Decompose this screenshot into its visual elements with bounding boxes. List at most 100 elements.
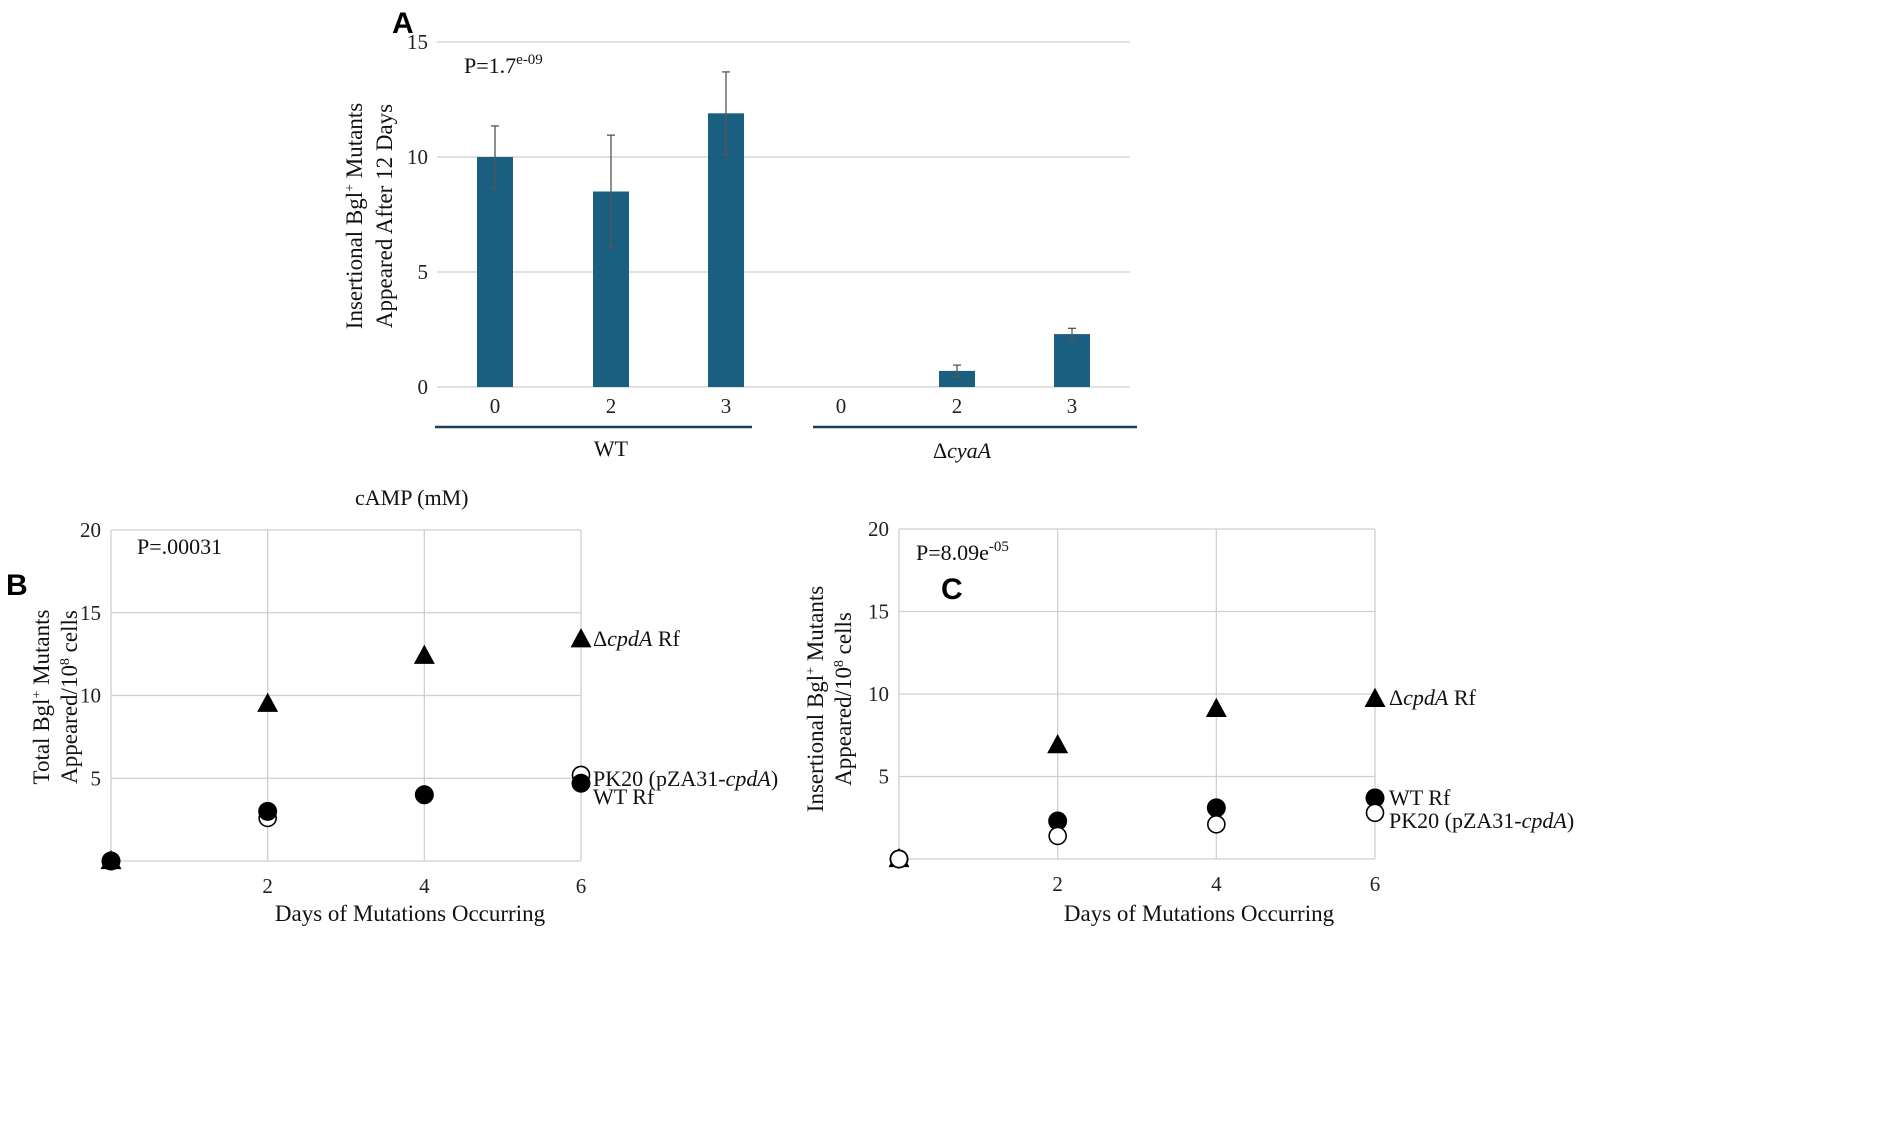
panel-b-letter: B [6, 569, 28, 602]
a-ylabel-sup: + [343, 184, 358, 192]
series-label-text: WT Rf [1389, 785, 1451, 810]
a-category-label: 2 [606, 394, 617, 418]
a-category-label: 3 [1067, 394, 1078, 418]
triangle-marker [570, 628, 592, 648]
y-axis-title-line2-text: Appeared/10 [57, 665, 82, 784]
x-tick-label: 2 [262, 874, 273, 898]
series-label-text: Δ [593, 626, 607, 651]
panel-c: C 5 10 15 20 2 4 6 Days of Mutations Occurring I… [803, 517, 1574, 926]
open-circle-marker [1365, 803, 1385, 823]
filled-circle-marker [414, 785, 434, 805]
y-tick-label: 10 [80, 684, 101, 708]
series-label: WT Rf [1389, 785, 1451, 810]
a-bar-wt-0 [477, 157, 513, 387]
y-axis-title-line2-rest: cells [831, 612, 856, 660]
a-bar-cyaa-3 [1054, 334, 1090, 387]
open-circle-marker [1207, 815, 1226, 834]
series-label-text: WT Rf [593, 784, 655, 809]
a-ylabel-line2-group: Appeared After 12 Days [372, 104, 397, 328]
y-axis-title-line1: Total Bgl+ Mutants [29, 609, 54, 784]
series-label-suffix: ) [1567, 808, 1574, 833]
filled-circle-marker [258, 801, 278, 821]
a-ylabel-line1: Insertional Bgl+ Mutants [342, 103, 367, 329]
y-axis-title-line2: Appeared/108 cells [831, 612, 856, 786]
filled-circle-marker [1365, 788, 1385, 808]
a-group-label-wt: WT [594, 436, 629, 461]
y-tick-label: 15 [80, 601, 101, 625]
series-label-suffix: Rf [652, 626, 680, 651]
triangle-marker [1047, 733, 1069, 754]
y-axis-title-line2-sup: 8 [832, 660, 847, 667]
filled-circle-marker [1206, 798, 1226, 818]
series-label-gene: cpdA [1403, 685, 1449, 710]
a-ylabel-line1-group: Insertional Bgl+ Mutants [342, 103, 367, 329]
y-axis-title-line2-text: Appeared/10 [831, 667, 856, 786]
p-value-base: P=.00031 [137, 534, 222, 559]
series-label-gene: cpdA [607, 626, 653, 651]
a-p-value: P=1.7e-09 [464, 52, 543, 78]
y-axis-title-sup: + [30, 691, 45, 699]
series-label-text: PK20 (pZA31- [593, 766, 726, 791]
a-ylabel-line2: Appeared After 12 Days [372, 104, 397, 328]
y-axis-title-line1-group: Total Bgl+ Mutants [29, 609, 54, 784]
open-circle-marker [1048, 826, 1067, 846]
y-tick-label: 5 [879, 765, 890, 789]
a-bar-cyaa-2 [939, 370, 975, 387]
y-ticks: 5 10 15 20 [868, 517, 889, 789]
a-p-value-base: P=1.7 [464, 53, 516, 78]
y-axis-title-line1-group: Insertional Bgl+ Mutants [803, 586, 828, 812]
a-ytick-label: 0 [418, 375, 429, 399]
a-category-label: 0 [836, 394, 847, 418]
x-ticks: 2 4 6 [1052, 872, 1380, 896]
series-label-text: Δ [1389, 685, 1403, 710]
y-axis-title-text-rest: Mutants [29, 609, 54, 690]
a-ytick-label: 5 [418, 260, 429, 284]
y-axis-title-line2-sup: 8 [58, 658, 73, 665]
y-axis-title-line2-rest: cells [57, 610, 82, 658]
x-tick-label: 2 [1052, 872, 1063, 896]
panel-b: B 5 10 15 20 2 4 6 Days of Mutations Occurring T… [6, 518, 778, 926]
panel-a: A 0 5 10 15 0 2 3 0 2 3 WT ΔcyaA cAMP (mM) P=1.7e… [342, 7, 1137, 510]
a-bar-wt-3 [708, 113, 744, 388]
a-ylabel-text: Insertional Bgl [342, 192, 367, 329]
y-tick-label: 10 [868, 682, 889, 706]
series-label: ΔcpdA Rf [1389, 685, 1477, 710]
panel-c-letter: C [941, 573, 963, 606]
series-label-suffix: Rf [1448, 685, 1476, 710]
panel-a-xaxis-label: cAMP (mM) [355, 485, 468, 510]
plot-grid [898, 528, 1376, 860]
plot-grid [110, 529, 582, 862]
x-tick-label: 6 [1370, 872, 1381, 896]
p-value-base: P=8.09e [916, 540, 989, 565]
a-p-value-exponent: e-09 [516, 52, 543, 68]
a-group-label-delta: Δ [933, 438, 947, 463]
x-tick-label: 4 [419, 874, 430, 898]
x-tick-label: 4 [1211, 872, 1222, 896]
a-ytick-label: 10 [407, 145, 428, 169]
y-axis-title-line1: Insertional Bgl+ Mutants [803, 586, 828, 812]
series-label: ΔcpdA Rf [593, 626, 681, 651]
y-axis-title-line2-group: Appeared/108 cells [57, 610, 82, 784]
y-tick-label: 5 [91, 766, 102, 790]
x-ticks: 2 4 6 [262, 874, 586, 898]
series-label: PK20 (pZA31-cpdA) [1389, 808, 1574, 833]
a-group-label-gene: cyaA [947, 438, 992, 463]
y-axis-title-sup: + [804, 667, 819, 675]
series-label-suffix: ) [771, 766, 778, 791]
series-label: PK20 (pZA31-cpdA) [593, 766, 778, 791]
y-tick-label: 20 [868, 517, 889, 541]
triangle-marker [257, 692, 279, 712]
y-axis-title-line2: Appeared/108 cells [57, 610, 82, 784]
panel-a-letter: A [392, 7, 414, 40]
markers [888, 687, 1386, 869]
triangle-marker [1364, 687, 1386, 708]
y-axis-title-text-rest: Mutants [803, 586, 828, 667]
p-value: P=.00031 [137, 534, 222, 559]
filled-circle-marker [571, 773, 591, 793]
y-axis-title-line2-group: Appeared/108 cells [831, 612, 856, 786]
triangle-marker [413, 644, 435, 664]
open-circle-marker [889, 849, 909, 869]
p-value-exponent: -05 [989, 539, 1009, 555]
a-ytick-label: 15 [407, 30, 428, 54]
